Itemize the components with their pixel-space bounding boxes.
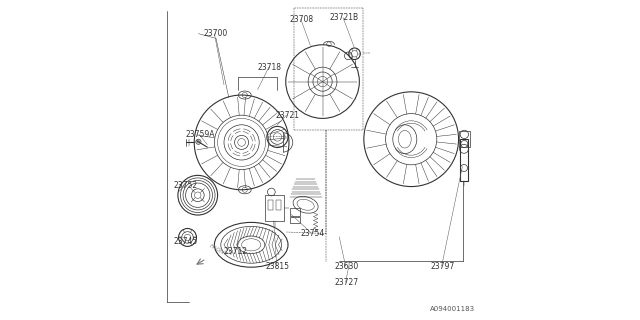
Bar [276, 200, 281, 210]
Bar [460, 139, 468, 181]
Text: 23708: 23708 [290, 15, 314, 24]
Text: 23752: 23752 [174, 181, 198, 190]
Bar [265, 195, 284, 221]
Text: 23700: 23700 [204, 29, 227, 38]
Text: 23815: 23815 [266, 262, 290, 271]
Text: 23759A: 23759A [186, 130, 215, 139]
Text: 23745: 23745 [174, 237, 198, 246]
Text: 23718: 23718 [258, 63, 282, 72]
Text: 23721B: 23721B [330, 13, 359, 22]
Bar [458, 131, 470, 147]
Text: 23754: 23754 [301, 229, 325, 238]
Text: 23630: 23630 [334, 262, 358, 271]
Text: FRONT: FRONT [208, 244, 228, 257]
Bar [290, 208, 300, 216]
Text: A094001183: A094001183 [430, 306, 475, 312]
Bar [290, 217, 300, 223]
Text: 23712: 23712 [224, 247, 248, 256]
Bar [268, 200, 273, 210]
Text: 23797: 23797 [430, 262, 454, 271]
Text: 23727: 23727 [334, 278, 358, 287]
Text: 23721: 23721 [275, 111, 300, 120]
